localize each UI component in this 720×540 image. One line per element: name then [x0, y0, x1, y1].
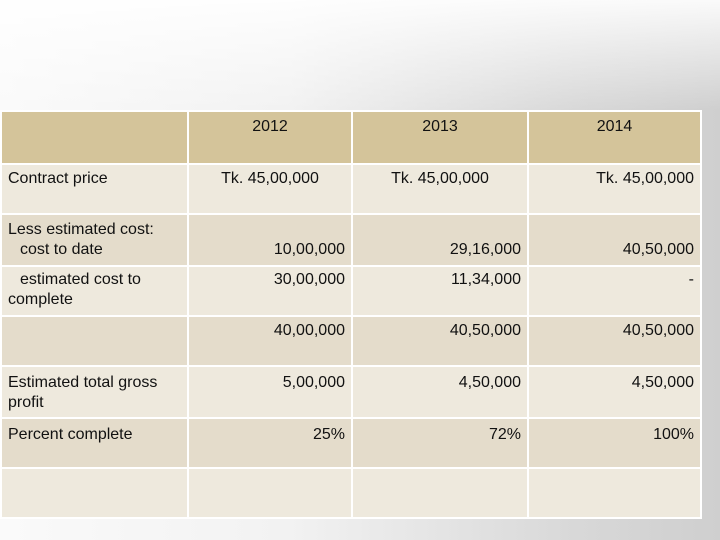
cell-value: 40,50,000 — [351, 315, 529, 367]
row-label — [0, 467, 189, 519]
cell-value: 30,00,000 — [187, 265, 353, 317]
row-label: Percent complete — [0, 417, 189, 469]
header-cell-2014: 2014 — [527, 110, 702, 165]
row-label-line1: Less estimated cost: — [8, 221, 154, 238]
row-label-line1: Estimated total gross — [8, 374, 158, 391]
cell-value: 5,00,000 — [187, 365, 353, 419]
cell-value: Tk. 45,00,000 — [187, 163, 353, 215]
row-label-line2: profit — [8, 394, 44, 411]
header-cell-2012: 2012 — [187, 110, 353, 165]
row-label: Contract price — [0, 163, 189, 215]
row-label: estimated cost to complete — [0, 265, 189, 317]
cell-value: 11,34,000 — [351, 265, 529, 317]
cell-value: 4,50,000 — [351, 365, 529, 419]
row-label — [0, 315, 189, 367]
cell-value: 29,16,000 — [351, 213, 529, 267]
header-cell-2013: 2013 — [351, 110, 529, 165]
cell-value — [351, 467, 529, 519]
row-label-line1: estimated cost to — [20, 271, 141, 288]
cell-value — [187, 467, 353, 519]
table-row-cost-to-date: Less estimated cost: cost to date 10,00,… — [0, 213, 702, 267]
cell-value — [527, 467, 702, 519]
table-row-cost-to-complete: estimated cost to complete 30,00,000 11,… — [0, 265, 702, 317]
row-label-line2: cost to date — [20, 241, 103, 258]
cell-value: 72% — [351, 417, 529, 469]
cell-value: 40,00,000 — [187, 315, 353, 367]
header-cell-empty — [0, 110, 189, 165]
cell-value: 4,50,000 — [527, 365, 702, 419]
cell-value: 40,50,000 — [527, 213, 702, 267]
row-label: Less estimated cost: cost to date — [0, 213, 189, 267]
contract-profit-table: 2012 2013 2014 Contract price Tk. 45,00,… — [0, 110, 702, 519]
table-row-gross-profit: Estimated total gross profit 5,00,000 4,… — [0, 365, 702, 419]
cell-value: 100% — [527, 417, 702, 469]
table-row-total-cost: 40,00,000 40,50,000 40,50,000 — [0, 315, 702, 367]
table-header-row: 2012 2013 2014 — [0, 110, 702, 165]
cell-value: 40,50,000 — [527, 315, 702, 367]
table-row-empty — [0, 467, 702, 519]
table-row-contract-price: Contract price Tk. 45,00,000 Tk. 45,00,0… — [0, 163, 702, 215]
cell-value: Tk. 45,00,000 — [527, 163, 702, 215]
table-row-percent-complete: Percent complete 25% 72% 100% — [0, 417, 702, 469]
cell-value: 25% — [187, 417, 353, 469]
cell-value: Tk. 45,00,000 — [351, 163, 529, 215]
cell-value: 10,00,000 — [187, 213, 353, 267]
cell-value: - — [527, 265, 702, 317]
row-label: Estimated total gross profit — [0, 365, 189, 419]
row-label-line2: complete — [8, 291, 73, 308]
